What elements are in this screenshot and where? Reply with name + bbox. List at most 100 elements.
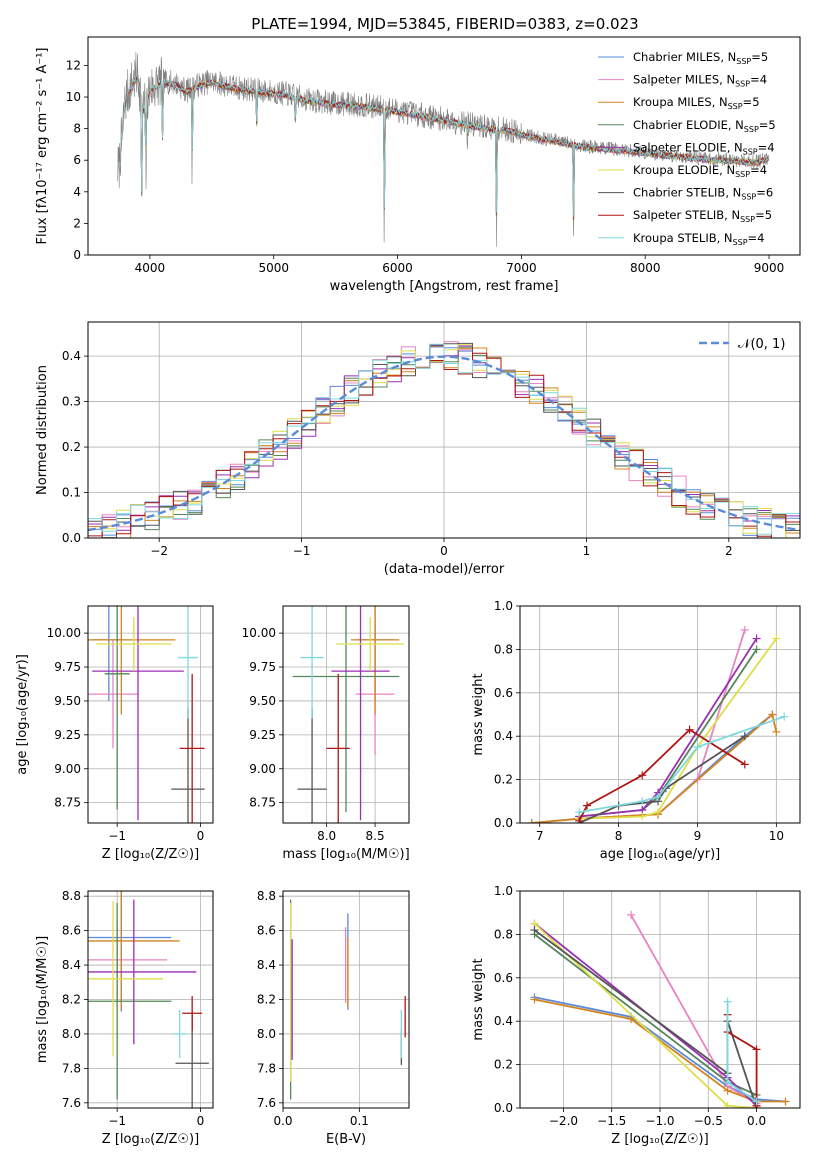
y-tick-label: 8.4 [62,958,81,972]
legend-n-prefix: , N [725,186,741,200]
legend-label: Kroupa STELIB, NSSP=4 [633,231,765,247]
age-vs-Z-panel: −1 0 8.75 9.00 9.25 9.50 9.75 10.00 Z [log₁₀(Z/Z… [15,605,214,862]
plot-area [117,52,770,247]
legend-n-subscript: SSP [744,125,759,134]
legend-n-count: 4 [767,140,774,154]
x-tick-label: −1 [108,829,126,843]
y-tick-label: 9.75 [54,660,81,674]
x-axis-label: (data-model)/error [384,562,505,577]
y-tick-label: 0.2 [494,773,513,787]
legend-series-name: Salpeter MILES [633,73,719,87]
x-tick-label: 7000 [506,261,537,275]
plot-area [530,910,790,1108]
legend-n-subscript: SSP [740,215,755,224]
legend-series-name: Chabrier STELIB [633,186,725,200]
y-tick-label: 0.1 [62,486,81,500]
x-tick-label: 8.5 [366,829,385,843]
mass-vs-EBV-panel: 0.0 0.1 7.6 7.8 8.0 8.2 8.4 8.6 8.8 E(B-V) [257,889,410,1147]
y-tick-label: 9.75 [249,660,276,674]
y-tick-label: 9.25 [54,728,81,742]
x-axis-label: wavelength [Angstrom, rest frame] [330,279,559,294]
plot-area [292,606,405,823]
legend-n-prefix: , N [727,140,743,154]
legend-n-prefix: , N [719,163,735,177]
legend-n-subscript: SSP [733,238,748,247]
legend-n-prefix: , N [719,73,735,87]
x-tick-label: −1.5 [597,1114,626,1128]
y-tick-label: 8.2 [62,993,81,1007]
y-tick-label: 9.00 [54,762,81,776]
x-axis-label: mass [log₁₀(M/M☉)] [282,847,409,862]
x-tick-label: 9000 [754,261,785,275]
y-tick-label: 0.2 [62,440,81,454]
y-tick-label: 8 [73,122,81,136]
spectrum-data-line [117,52,770,247]
histogram-kroupa-stelib [88,343,800,538]
weight-vs-Z-panel: −2.0 −1.5 −1.0 −0.5 0.0 0.0 0.2 0.4 0.6 0.8 1.0 Z [… [471,884,801,1147]
x-tick-label: 8 [615,829,623,843]
y-tick-label: 0.0 [494,1101,513,1115]
y-axis-label: mass weight [471,958,486,1040]
y-tick-label: 0.4 [494,729,513,743]
x-axis-label: age [log₁₀(age/yr)] [600,847,721,862]
legend-label: Kroupa ELODIE, NSSP=4 [633,163,767,179]
age-vs-mass-panel: 8.0 8.5 8.75 9.00 9.25 9.50 9.75 10.00 mass [log… [242,605,410,862]
legend-label: Salpeter ELODIE, NSSP=4 [633,140,775,156]
y-tick-label: 8.8 [62,889,81,903]
y-tick-label: 0.8 [494,642,513,656]
x-tick-label: 7 [536,829,544,843]
legend-n-value: = [756,186,766,200]
x-tick-label: 0 [440,544,448,558]
weight-line-chabrier-miles [531,713,773,823]
x-tick-label: 1 [583,544,591,558]
y-tick-label: 7.8 [62,1061,81,1075]
legend-n-subscript: SSP [736,57,751,66]
y-axis-label: mass weight [471,673,486,755]
weight-vs-age-panel: 7 8 9 10 0.0 0.2 0.4 0.6 0.8 1.0 age [log₁₀(age/yr… [471,599,801,862]
legend-n-count: 5 [768,118,775,132]
y-tick-label: 0.0 [494,816,513,830]
legend-label: Chabrier MILES, NSSP=5 [633,50,768,66]
weight-line-salpeter-miles [630,914,758,1105]
legend-n-count: 4 [757,231,764,245]
plot-area [88,341,800,538]
weight-line-kroupa-stelib [726,1001,758,1103]
legend-n-subscript: SSP [735,80,750,89]
legend-n-subscript: SSP [741,193,756,202]
x-tick-label: −1 [293,544,311,558]
axes-frame [519,605,801,824]
y-tick-label: 8.0 [62,1027,81,1041]
x-tick-label: −0.5 [694,1114,723,1128]
legend-n-subscript: SSP [735,170,750,179]
mass-vs-Z-panel: −1 0 7.6 7.8 8.0 8.2 8.4 8.6 8.8 Z [log₁₀(Z/Z☉)] m… [35,889,214,1147]
legend-label: Chabrier ELODIE, NSSP=5 [633,118,776,134]
x-tick-label: −1.0 [645,1114,674,1128]
y-tick-label: 8.2 [257,993,276,1007]
y-tick-label: 8.75 [249,796,276,810]
legend-n-count: 5 [765,208,772,222]
y-tick-label: 7.6 [62,1096,81,1110]
y-tick-label: 8.75 [54,796,81,810]
y-tick-label: 2 [73,216,81,230]
x-tick-label: 2 [725,544,733,558]
axes-frame [87,605,214,824]
y-tick-label: 1.0 [494,884,513,898]
x-tick-label: 6000 [382,261,413,275]
residual-panel: −2 −1 0 1 2 0.0 0.1 0.2 0.3 0.4 (data-model)/error… [35,321,801,577]
legend-n-count: 5 [752,95,759,109]
legend-n-subscript: SSP [743,147,758,156]
plot-area [527,625,789,823]
y-tick-label: 8.4 [257,958,276,972]
legend-n-subscript: SSP [728,102,743,111]
legend-label: 𝒩(0, 1) [738,337,785,352]
x-tick-label: −1 [108,1114,126,1128]
legend-label: Salpeter STELIB, NSSP=5 [633,208,772,224]
y-tick-label: 10.00 [47,626,81,640]
legend-n-count: 4 [760,163,767,177]
y-tick-label: 0.4 [62,349,81,363]
y-tick-label: 0.4 [494,1014,513,1028]
y-tick-label: 9.50 [54,694,81,708]
legend-n-value: = [750,163,760,177]
x-tick-label: 8.0 [317,829,336,843]
